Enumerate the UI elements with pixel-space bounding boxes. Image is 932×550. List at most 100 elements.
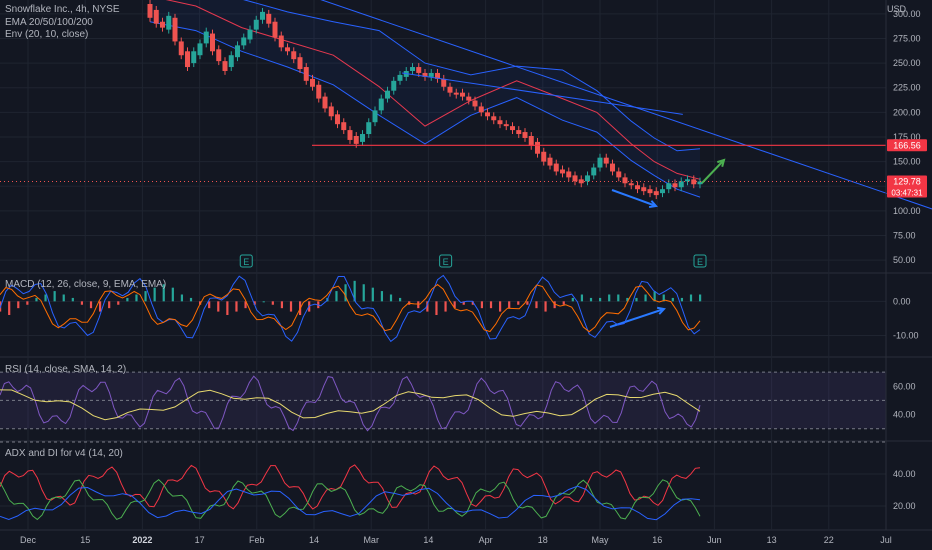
candle-body <box>366 122 372 135</box>
macd-histogram-bar <box>680 297 684 302</box>
macd-histogram-bar <box>171 287 174 302</box>
ema-legend[interactable]: EMA 20/50/100/200 <box>5 17 93 28</box>
macd-histogram-bar <box>53 291 56 302</box>
adx-legend[interactable]: ADX and DI for v4 (14, 20) <box>5 448 123 459</box>
macd-histogram-bar <box>371 287 374 302</box>
earnings-marker-label: E <box>443 257 449 267</box>
candle-body <box>616 171 622 178</box>
candle-body <box>335 114 340 125</box>
candle-body <box>691 179 697 185</box>
macd-histogram-bar <box>235 301 238 312</box>
candle-body <box>378 98 384 111</box>
x-axis-tick: 16 <box>652 535 662 545</box>
price-badge-value: 166.56 <box>893 140 921 150</box>
candle-body <box>578 179 584 184</box>
macd-histogram-bar <box>480 301 484 309</box>
price-badge-value: 129.78 <box>893 177 921 187</box>
candle-body <box>391 80 397 91</box>
candle-body <box>628 183 634 186</box>
candle-body <box>241 37 247 46</box>
candle-body <box>278 35 284 48</box>
candle-body <box>472 100 478 107</box>
macd-legend[interactable]: MACD (12, 26, close, 9, EMA, EMA) <box>5 279 167 290</box>
currency-label: USD <box>886 4 906 14</box>
macd-histogram-bar <box>589 297 593 302</box>
macd-histogram-bar <box>617 294 620 302</box>
channel-trendline <box>402 72 683 115</box>
candle-body <box>528 136 534 146</box>
macd-histogram-bar <box>135 294 138 302</box>
macd-histogram-bar <box>344 284 347 302</box>
price-axis-tick: 75.00 <box>893 230 916 240</box>
candle-body <box>535 141 540 154</box>
candle-body <box>416 67 422 73</box>
macd-histogram-bar <box>62 294 65 302</box>
x-axis-tick: 13 <box>767 535 777 545</box>
x-axis-tick: 17 <box>195 535 205 545</box>
macd-histogram-bar <box>644 294 647 302</box>
candle-body <box>235 45 240 58</box>
macd-histogram-bar <box>353 280 356 302</box>
candle-body <box>191 51 197 64</box>
symbol-legend[interactable]: Snowflake Inc., 4h, NYSE <box>5 4 120 15</box>
candle-body <box>397 74 403 81</box>
macd-histogram-bar <box>608 294 611 302</box>
macd-histogram-bar <box>653 291 656 302</box>
macd-histogram-bar <box>153 287 156 302</box>
adx-axis-tick: 20.00 <box>893 501 916 511</box>
macd-histogram-bar <box>335 291 338 302</box>
candle-body <box>478 106 484 113</box>
rsi-ma-line <box>0 389 701 421</box>
price-badge-bg <box>887 175 927 198</box>
macd-histogram-bar <box>35 297 38 302</box>
candle-body <box>353 136 359 144</box>
candle-body <box>310 78 315 87</box>
macd-histogram-bar <box>535 301 538 309</box>
x-axis-tick: Apr <box>479 535 493 545</box>
x-axis-tick: 2022 <box>132 535 152 545</box>
candle-body <box>597 157 603 168</box>
macd-histogram-bar <box>17 301 20 309</box>
macd-histogram-bar <box>226 301 229 315</box>
candle-body <box>435 72 440 79</box>
rsi-legend[interactable]: RSI (14, close, SMA, 14, 2) <box>5 364 127 375</box>
candle-body <box>203 31 209 44</box>
candle-body <box>372 110 378 123</box>
macd-histogram-bar <box>417 301 420 309</box>
rsi-axis-tick: 40.00 <box>893 410 916 420</box>
candle-body <box>466 96 472 101</box>
price-axis-tick: 175.00 <box>893 132 921 142</box>
candle-body <box>285 47 290 52</box>
candle-body <box>322 96 328 109</box>
candle-body <box>210 33 215 52</box>
candle-body <box>266 13 272 24</box>
macd-histogram-bar <box>26 301 29 305</box>
price-badge-countdown: 03:47:31 <box>891 189 923 198</box>
x-axis-tick: Jun <box>707 535 722 545</box>
divergence-arrow-price-head <box>648 200 658 209</box>
macd-histogram-bar <box>689 294 693 302</box>
envelope-lower-line <box>149 21 701 198</box>
candle-body <box>228 55 234 68</box>
macd-histogram-bar <box>599 297 602 302</box>
rsi-line <box>0 375 701 432</box>
candle-body <box>441 78 447 87</box>
candle-body <box>516 130 522 135</box>
price-badge-bg <box>887 139 927 152</box>
candle-body <box>303 67 309 81</box>
candle-body <box>635 185 640 190</box>
macd-histogram-bar <box>562 301 565 305</box>
candle-body <box>328 106 334 117</box>
x-axis-tick: Mar <box>363 535 379 545</box>
macd-histogram-bar <box>8 301 11 315</box>
macd-histogram-bar <box>517 301 520 305</box>
adx-axis-tick: 40.00 <box>893 469 916 479</box>
macd-line <box>0 274 701 343</box>
candle-body <box>453 92 459 95</box>
macd-histogram-bar <box>289 301 293 312</box>
envelope-legend[interactable]: Env (20, 10, close) <box>5 29 89 40</box>
price-axis-tick: 250.00 <box>893 58 921 68</box>
price-axis-tick: 100.00 <box>893 206 921 216</box>
